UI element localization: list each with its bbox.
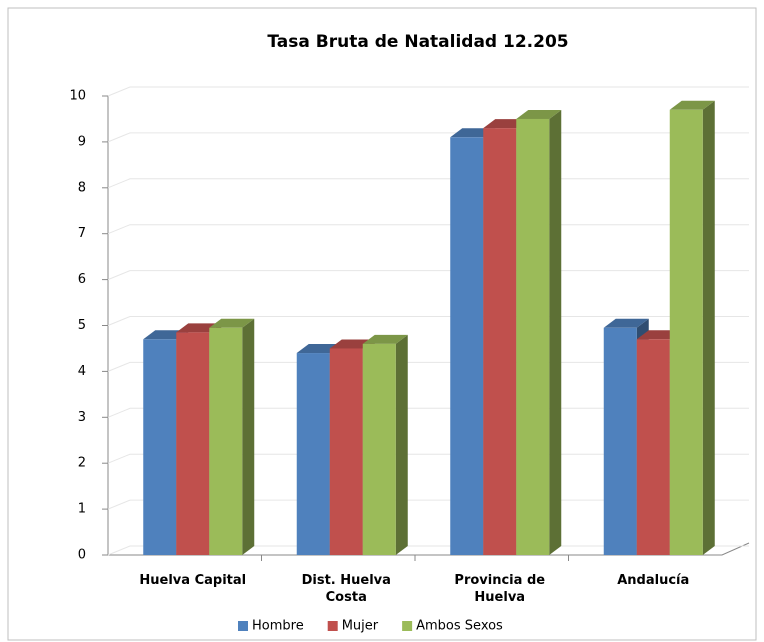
y-tick-label: 7 xyxy=(78,226,86,241)
legend-swatch xyxy=(402,621,413,631)
bar xyxy=(143,339,177,555)
y-tick-label: 5 xyxy=(78,318,86,333)
y-tick-label: 6 xyxy=(78,272,86,287)
chart-title: Tasa Bruta de Natalidad 12.205 xyxy=(267,32,568,52)
bar xyxy=(483,128,517,555)
bar-top xyxy=(669,100,715,110)
x-tick-label: Huelva Capital xyxy=(139,573,247,588)
y-tick-label: 2 xyxy=(78,456,86,471)
legend-label: Hombre xyxy=(252,619,304,634)
bar xyxy=(362,343,396,555)
y-tick-label: 10 xyxy=(69,89,86,104)
bar xyxy=(296,353,330,555)
y-tick-label: 4 xyxy=(78,364,86,379)
bar xyxy=(209,327,243,555)
bar xyxy=(636,339,670,555)
legend-label: Ambos Sexos xyxy=(416,619,503,634)
x-tick-label: Dist. Huelva Costa xyxy=(301,573,391,605)
bar xyxy=(669,109,703,556)
bar-side xyxy=(242,318,255,555)
legend-label: Mujer xyxy=(342,619,379,634)
bar xyxy=(176,332,210,555)
bar xyxy=(516,118,550,555)
bar-side xyxy=(702,100,715,556)
grid-line xyxy=(107,86,749,97)
bar-top xyxy=(362,334,408,344)
y-tick-label: 1 xyxy=(78,502,86,517)
bar-top xyxy=(603,318,649,328)
legend-swatch xyxy=(238,621,248,631)
legend-swatch xyxy=(327,621,338,631)
x-tick-label: Provincia de Huelva xyxy=(454,573,546,605)
bar-side xyxy=(549,109,562,555)
y-tick-label: 8 xyxy=(78,180,86,195)
y-tick-label: 9 xyxy=(78,134,86,149)
bar xyxy=(603,327,637,555)
y-tick-label: 3 xyxy=(78,410,86,425)
bar xyxy=(450,137,484,555)
bar-top xyxy=(209,318,255,328)
x-tick-label: Andalucía xyxy=(617,573,690,588)
bar-side xyxy=(395,334,408,555)
bar xyxy=(329,348,363,555)
y-tick-label: 0 xyxy=(78,548,86,563)
bar-top xyxy=(516,109,562,119)
